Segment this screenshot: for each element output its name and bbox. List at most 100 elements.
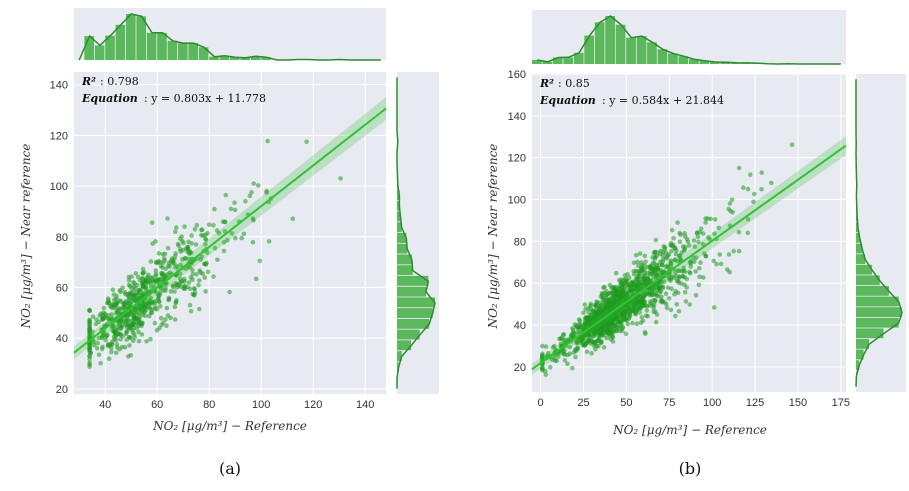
- data-point: [716, 225, 722, 231]
- data-point: [264, 190, 269, 195]
- data-point: [601, 345, 607, 350]
- data-point: [193, 242, 199, 247]
- data-point: [680, 274, 686, 279]
- data-point: [266, 239, 272, 244]
- histogram-bar: [856, 349, 864, 360]
- data-point: [652, 292, 657, 297]
- y-tick-labels-a: 20 40 60 80 100 120 140: [50, 80, 68, 396]
- data-point: [163, 273, 169, 279]
- histogram-bar: [856, 339, 870, 349]
- data-point: [182, 224, 187, 229]
- data-point: [158, 286, 164, 291]
- histogram-bar: [397, 361, 399, 372]
- data-point: [633, 268, 639, 274]
- data-point: [711, 305, 717, 310]
- x-tick-label: 50: [620, 397, 632, 409]
- data-point: [156, 251, 162, 256]
- data-point: [703, 220, 708, 225]
- data-point: [157, 303, 163, 309]
- data-point: [634, 287, 639, 292]
- data-point: [125, 328, 130, 334]
- data-point: [565, 352, 570, 358]
- data-point: [627, 302, 632, 308]
- data-point: [165, 245, 171, 251]
- histogram-bar: [709, 62, 720, 64]
- data-point: [93, 321, 99, 327]
- data-point: [243, 199, 248, 204]
- data-point: [172, 317, 178, 322]
- data-point: [653, 297, 658, 303]
- data-point: [736, 229, 742, 235]
- data-point: [87, 332, 92, 337]
- data-point: [118, 336, 123, 342]
- histogram-bar: [668, 53, 678, 64]
- data-point: [205, 269, 211, 275]
- data-point: [583, 306, 588, 312]
- data-point: [158, 315, 164, 321]
- data-point: [680, 244, 686, 249]
- equation-value-b: : y = 0.584x + 21.844: [602, 94, 724, 107]
- data-point: [168, 289, 174, 294]
- data-point: [641, 292, 647, 298]
- data-point: [113, 310, 119, 316]
- data-point: [594, 343, 599, 349]
- data-point: [745, 217, 751, 222]
- data-point: [562, 358, 568, 363]
- data-point: [727, 201, 733, 206]
- data-point: [249, 190, 254, 195]
- data-point: [621, 317, 626, 323]
- x-tick-label: 60: [151, 399, 163, 411]
- data-point: [671, 236, 676, 241]
- caption-b: (b): [679, 459, 702, 478]
- data-point: [194, 222, 200, 228]
- data-point: [118, 331, 123, 337]
- y-tick-label: 60: [514, 278, 526, 290]
- data-point: [216, 230, 222, 236]
- histogram-bar: [167, 40, 178, 60]
- data-point: [606, 320, 612, 325]
- data-point: [613, 324, 619, 329]
- data-point: [558, 336, 564, 342]
- data-point: [227, 289, 232, 295]
- data-point: [110, 287, 116, 293]
- data-point: [576, 317, 582, 322]
- histogram-bar: [146, 32, 157, 60]
- data-point: [748, 172, 753, 177]
- data-point: [601, 322, 606, 328]
- data-point: [151, 283, 157, 289]
- data-point: [608, 300, 614, 305]
- data-point: [136, 329, 141, 335]
- data-point: [136, 338, 142, 344]
- data-point: [87, 354, 92, 359]
- data-point: [94, 346, 100, 351]
- data-point: [115, 324, 120, 330]
- data-point: [625, 310, 631, 315]
- data-point: [196, 278, 202, 283]
- data-point: [691, 238, 697, 243]
- data-point: [718, 261, 724, 267]
- data-point: [682, 269, 688, 274]
- x-tick-label: 150: [789, 397, 807, 409]
- histogram-bar: [856, 296, 899, 307]
- data-point: [653, 237, 659, 243]
- data-point: [109, 349, 114, 355]
- data-point: [725, 267, 730, 272]
- data-point: [110, 328, 115, 334]
- data-point: [635, 259, 640, 265]
- data-point: [173, 264, 178, 270]
- data-point: [571, 330, 576, 335]
- data-point: [153, 304, 158, 309]
- data-point: [619, 292, 625, 298]
- data-point: [584, 349, 590, 355]
- data-point: [165, 313, 171, 318]
- data-point: [620, 305, 626, 311]
- data-point: [666, 296, 672, 301]
- data-point: [543, 344, 549, 349]
- data-point: [645, 280, 650, 286]
- data-point: [136, 319, 142, 325]
- histogram-bar: [219, 55, 230, 60]
- histogram-bar: [397, 340, 412, 351]
- data-point: [162, 251, 168, 257]
- data-point: [573, 354, 578, 360]
